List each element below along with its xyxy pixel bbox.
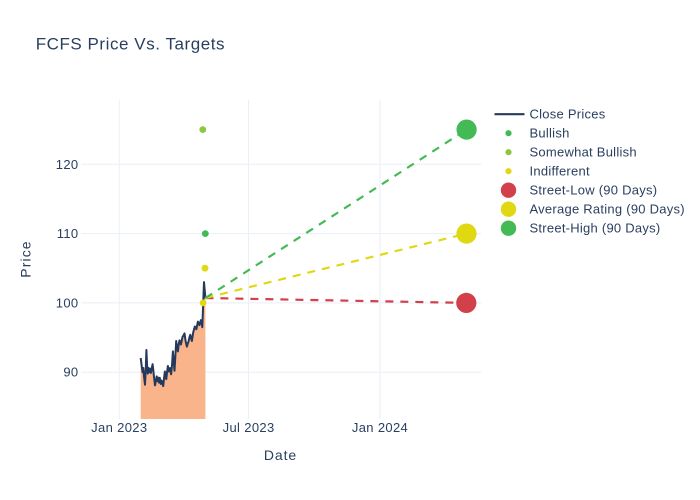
svg-text:Average Rating (90 Days): Average Rating (90 Days) — [530, 202, 685, 217]
svg-text:110: 110 — [57, 226, 79, 241]
svg-text:100: 100 — [56, 295, 79, 310]
svg-text:Street-High (90 Days): Street-High (90 Days) — [530, 221, 661, 236]
svg-text:120: 120 — [56, 157, 79, 172]
svg-text:FCFS Price Vs. Targets: FCFS Price Vs. Targets — [36, 35, 225, 54]
svg-text:Close Prices: Close Prices — [530, 107, 606, 122]
svg-text:Bullish: Bullish — [530, 126, 570, 141]
svg-text:Jan 2024: Jan 2024 — [352, 420, 408, 435]
svg-text:Price: Price — [18, 240, 34, 277]
svg-text:Date: Date — [264, 447, 297, 463]
svg-text:Jan 2023: Jan 2023 — [91, 420, 147, 435]
svg-text:Jul 2023: Jul 2023 — [223, 420, 275, 435]
svg-text:Somewhat Bullish: Somewhat Bullish — [530, 145, 637, 160]
svg-text:Street-Low (90 Days): Street-Low (90 Days) — [530, 183, 658, 198]
svg-text:Indifferent: Indifferent — [530, 164, 590, 179]
svg-text:90: 90 — [63, 365, 78, 380]
